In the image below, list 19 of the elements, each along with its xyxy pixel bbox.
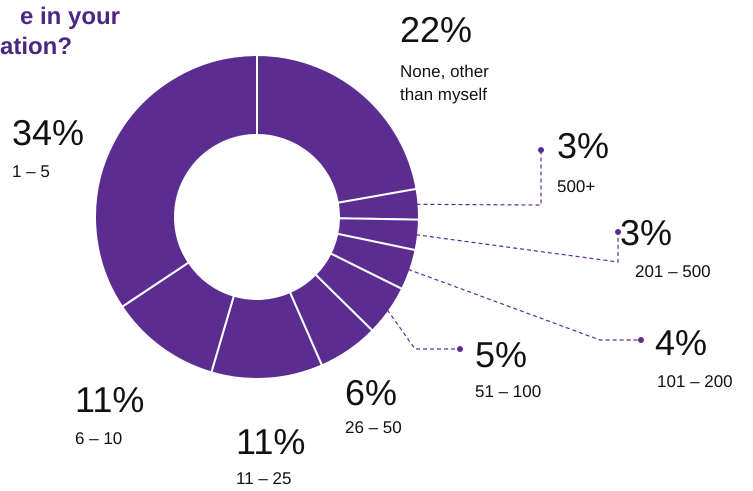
slice-label: 51 – 100 bbox=[475, 382, 542, 401]
slice-label: 26 – 50 bbox=[345, 418, 402, 437]
data-label: 34% bbox=[12, 112, 84, 153]
slice-label: None, other than myself bbox=[400, 62, 490, 104]
slice-label: 201 – 500 bbox=[635, 262, 711, 281]
data-label: 11% bbox=[75, 379, 144, 420]
data-label: 22% bbox=[400, 9, 472, 50]
data-label: 3% bbox=[620, 212, 672, 253]
slice-label: 101 – 200 bbox=[657, 372, 733, 391]
slice-label: 500+ bbox=[557, 177, 596, 196]
slice-label: 11 – 25 bbox=[236, 469, 292, 488]
data-label: 5% bbox=[475, 334, 528, 375]
slice-label: 6 – 10 bbox=[75, 429, 122, 448]
data-label: 3% bbox=[557, 125, 610, 166]
slice-label: 1 – 5 bbox=[12, 162, 50, 181]
data-label: 6% bbox=[345, 372, 398, 413]
chart-title: e in your ation? bbox=[0, 3, 120, 60]
data-label: 11% bbox=[236, 421, 306, 462]
data-label: 4% bbox=[655, 322, 708, 363]
